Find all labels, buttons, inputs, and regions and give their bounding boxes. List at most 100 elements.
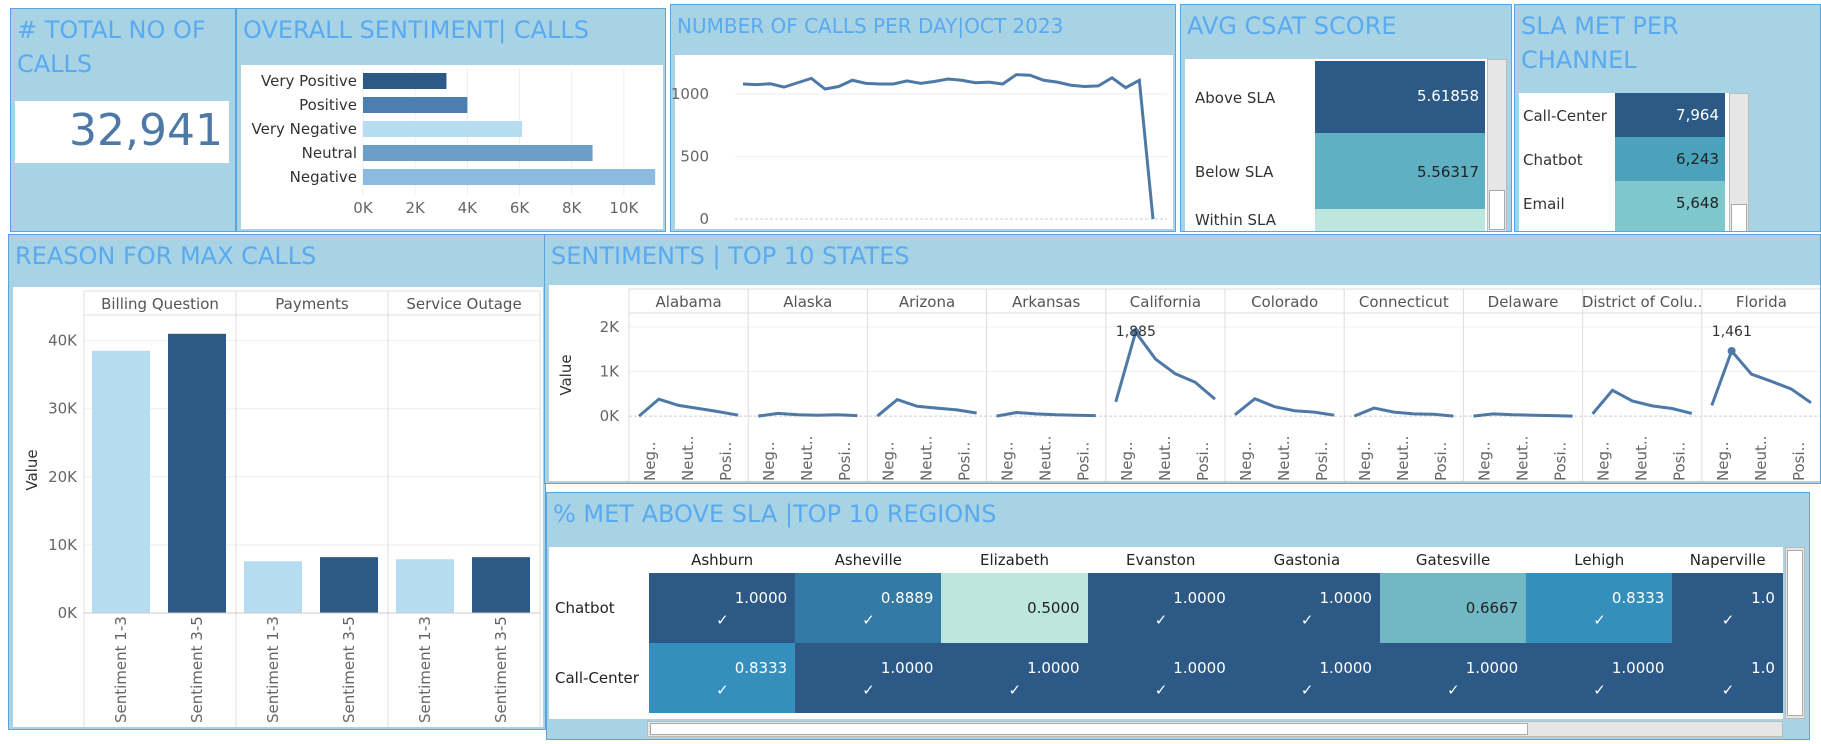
states-tick-label: 2K [600,318,621,336]
regions-column-header: Ashburn [691,551,754,569]
states-panel-header: Alaska [783,293,832,311]
regions-title: % MET ABOVE SLA |TOP 10 REGIONS [553,500,997,528]
csat-scrollbar[interactable] [1487,59,1507,231]
states-x-label: Neg.. [1356,441,1374,481]
states-x-label: Neut.. [1394,436,1412,481]
regions-cell-value: 1.0000 [1319,659,1372,677]
regions-column-header: Elizabeth [979,551,1049,569]
sla-scrollbar[interactable] [1729,93,1749,231]
states-x-label: Posi.. [1551,442,1569,481]
states-x-label: Posi.. [717,442,735,481]
sentiment-title: OVERALL SENTIMENT| CALLS [243,16,589,44]
states-panel: SENTIMENTS | TOP 10 STATES 0K 1K 2K Value Al… [544,234,1821,484]
states-x-label: Neut.. [1752,436,1770,481]
sla-value-0: 7,964 [1676,106,1719,124]
states-panel-header: District of Colu.. [1582,293,1703,311]
regions-cell-value: 0.8333 [1611,589,1665,607]
sentiment-tick-label: 8K [562,199,583,217]
reason-chart: 0K 10K 20K 30K 40K Value Billing Question Senti… [23,290,541,727]
sla-row-label-0: Call-Center [1523,107,1607,125]
csat-scroll-thumb[interactable] [1489,190,1505,230]
states-line [876,397,977,418]
states-line [638,397,739,418]
states-x-label: Neut.. [798,436,816,481]
states-panel-header: Arkansas [1012,293,1081,311]
states-x-label: Neut.. [1275,436,1293,481]
regions-check-icon: ✓ [1300,611,1314,629]
states-x-label: Posi.. [836,442,854,481]
csat-row-label-0: Above SLA [1195,89,1276,107]
regions-v-scrollbar[interactable] [1785,547,1805,719]
csat-cell-0: 5.61858 [1315,61,1485,133]
regions-cell-value: 1.0000 [1027,659,1080,677]
sentiment-tick-label: 4K [458,199,479,217]
regions-check-icon: ✓ [862,611,875,629]
sentiment-category-label: Positive [299,96,357,114]
states-x-label: Neut.. [1037,436,1055,481]
sentiment-bar [363,97,468,113]
sentiment-bar [363,121,523,137]
regions-check-icon: ✓ [1593,611,1606,629]
states-line [1710,348,1812,406]
calls-tick-label: 0 [699,210,709,228]
reason-tick-label: 20K [48,468,78,486]
states-panel-header: Colorado [1251,293,1318,311]
sla-scroll-thumb[interactable] [1731,204,1747,231]
regions-column-header: Gatesville [1415,551,1491,569]
regions-v-scroll-thumb[interactable] [1787,550,1803,716]
regions-column-header: Naperville [1689,551,1766,569]
regions-cell: 0.5000 [941,573,1088,643]
states-panel-header: Alabama [656,293,722,311]
sentiment-chart: 0K 2K 4K 6K 8K 10K Very Positive Positive Very N… [252,69,656,217]
regions-check-icon: ✓ [1154,681,1168,699]
regions-cell: 1.0000 ✓ [1087,573,1234,643]
states-x-label: Posi.. [1075,442,1093,481]
regions-cell-value: 0.6667 [1465,599,1519,617]
reason-category-header: Service Outage [406,295,521,313]
regions-cell: 1.0000 ✓ [1233,643,1380,713]
sentiment-panel: OVERALL SENTIMENT| CALLS 0K 2K 4K 6K 8K 10K Ve… [236,8,666,232]
states-peak-marker [1131,328,1140,337]
kpi-value-box: 32,941 [15,101,229,163]
regions-cell: 1.0000 ✓ [795,643,942,713]
reason-bar [472,557,530,613]
states-x-label: Neut.. [1156,436,1174,481]
states-panel-header: Arizona [899,293,955,311]
regions-cell: 1.0000 ✓ [649,573,796,643]
regions-cell: 1.0000 ✓ [1380,643,1527,713]
states-peak-label: 1,885 [1116,324,1156,340]
regions-cell-value: 0.8333 [734,659,788,677]
sentiment-tick-label: 0K [353,199,374,217]
states-line [996,411,1096,418]
states-x-label: Neg.. [1118,441,1136,481]
states-x-label: Posi.. [1671,442,1689,481]
states-line [1353,406,1454,418]
regions-check-icon: ✓ [1593,681,1606,699]
states-peak-marker [1727,347,1736,356]
csat-value-1: 5.56317 [1416,163,1479,181]
sentiment-category-label: Neutral [302,144,357,162]
regions-cell: 0.8333 ✓ [1526,573,1673,643]
states-tick-label: 1K [600,363,621,381]
calls-per-day-chart: 0 500 1000 [671,73,1167,228]
states-panel-header: Florida [1736,293,1787,311]
states-x-label: Neut.. [1513,436,1531,481]
regions-cell-value: 0.5000 [1027,599,1080,617]
sla-row-label-1: Chatbot [1523,151,1583,169]
reason-series-label: Sentiment 1-3 [416,616,434,723]
sentiment-bar [363,73,447,89]
reason-bar [396,559,454,613]
sla-channel-panel: SLA MET PER CHANNEL Call-Center Chatbot … [1514,4,1821,232]
regions-cell-value: 1.0000 [1611,659,1665,677]
regions-h-scroll-thumb[interactable] [650,723,1528,735]
regions-cell-value: 1.0000 [880,659,934,677]
regions-h-scrollbar[interactable] [647,721,1783,737]
csat-cell-1: 5.56317 [1315,133,1485,209]
sla-channel-title: SLA MET PER CHANNEL [1521,12,1679,74]
reason-category-header: Payments [275,295,349,313]
states-chart-bg [549,285,1820,481]
reason-bar [168,333,226,613]
reason-series-label: Sentiment 3-5 [188,616,206,723]
regions-cell-value: 1.0000 [734,589,788,607]
states-x-label: Posi.. [955,442,973,481]
